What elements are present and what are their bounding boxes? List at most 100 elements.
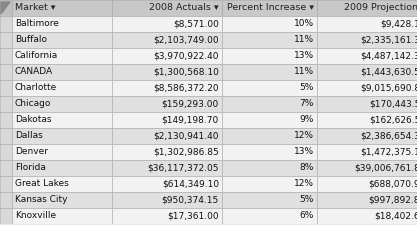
Text: Dallas: Dallas [15,131,43,140]
Text: 10%: 10% [294,20,314,29]
Text: 11%: 11% [294,68,314,76]
Text: $1,443,630.59: $1,443,630.59 [360,68,417,76]
Bar [112,160,222,176]
Bar [317,176,417,192]
Text: Market ▾: Market ▾ [15,4,55,13]
Text: Charlotte: Charlotte [15,83,57,92]
Text: Great Lakes: Great Lakes [15,180,69,189]
Text: $159,293.00: $159,293.00 [162,99,219,108]
Bar [112,192,222,208]
Bar [0,144,12,160]
Bar [317,48,417,64]
Text: $162,626.58: $162,626.58 [369,115,417,124]
Text: 12%: 12% [294,131,314,140]
Text: $2,386,654.37: $2,386,654.37 [360,131,417,140]
Bar [12,48,112,64]
Bar [317,0,417,16]
Bar [0,96,12,112]
Text: 12%: 12% [294,180,314,189]
Bar [0,16,12,32]
Text: Buffalo: Buffalo [15,36,47,45]
Text: Chicago: Chicago [15,99,51,108]
Text: $17,361.00: $17,361.00 [167,212,219,220]
Bar [222,64,317,80]
Bar [112,176,222,192]
Text: $688,070.99: $688,070.99 [369,180,417,189]
Bar [12,112,112,128]
Text: $2,103,749.00: $2,103,749.00 [153,36,219,45]
Bar [317,208,417,224]
Text: $18,402.66: $18,402.66 [374,212,417,220]
Text: $614,349.10: $614,349.10 [162,180,219,189]
Text: 2009 Projection ▾: 2009 Projection ▾ [344,4,417,13]
Text: 13%: 13% [294,52,314,61]
Text: 2008 Actuals ▾: 2008 Actuals ▾ [149,4,219,13]
Bar [112,64,222,80]
Bar [12,208,112,224]
Polygon shape [1,2,10,14]
Text: $149,198.70: $149,198.70 [162,115,219,124]
Bar [222,176,317,192]
Bar [222,96,317,112]
Bar [0,0,12,16]
Bar [222,112,317,128]
Text: $39,006,761.81: $39,006,761.81 [354,164,417,173]
Bar [112,144,222,160]
Bar [0,128,12,144]
Bar [12,128,112,144]
Bar [112,96,222,112]
Bar [317,128,417,144]
Text: $8,586,372.20: $8,586,372.20 [153,83,219,92]
Bar [112,128,222,144]
Bar [112,112,222,128]
Bar [12,0,112,16]
Text: $36,117,372.05: $36,117,372.05 [148,164,219,173]
Text: $997,892.86: $997,892.86 [369,196,417,205]
Bar [112,208,222,224]
Bar [0,192,12,208]
Bar [317,192,417,208]
Bar [222,128,317,144]
Bar [112,48,222,64]
Text: Knoxville: Knoxville [15,212,56,220]
Bar [112,32,222,48]
Bar [12,96,112,112]
Text: 8%: 8% [300,164,314,173]
Text: $8,571.00: $8,571.00 [173,20,219,29]
Bar [112,16,222,32]
Text: $1,302,986.85: $1,302,986.85 [153,148,219,157]
Text: Denver: Denver [15,148,48,157]
Text: 11%: 11% [294,36,314,45]
Text: $3,970,922.40: $3,970,922.40 [153,52,219,61]
Bar [222,0,317,16]
Bar [222,192,317,208]
Text: Baltimore: Baltimore [15,20,59,29]
Bar [222,160,317,176]
Bar [0,48,12,64]
Text: $170,443.51: $170,443.51 [369,99,417,108]
Text: 5%: 5% [300,196,314,205]
Bar [317,80,417,96]
Bar [317,64,417,80]
Bar [317,16,417,32]
Bar [0,160,12,176]
Bar [12,64,112,80]
Bar [222,208,317,224]
Bar [12,16,112,32]
Bar [0,32,12,48]
Bar [222,16,317,32]
Text: Percent Increase ▾: Percent Increase ▾ [227,4,314,13]
Text: 13%: 13% [294,148,314,157]
Bar [12,144,112,160]
Text: $1,472,375.14: $1,472,375.14 [361,148,417,157]
Bar [317,96,417,112]
Bar [0,64,12,80]
Bar [0,80,12,96]
Text: $2,335,161.39: $2,335,161.39 [360,36,417,45]
Bar [317,112,417,128]
Bar [0,224,417,225]
Bar [12,192,112,208]
Bar [0,208,12,224]
Text: $9,428.10: $9,428.10 [380,20,417,29]
Text: 5%: 5% [300,83,314,92]
